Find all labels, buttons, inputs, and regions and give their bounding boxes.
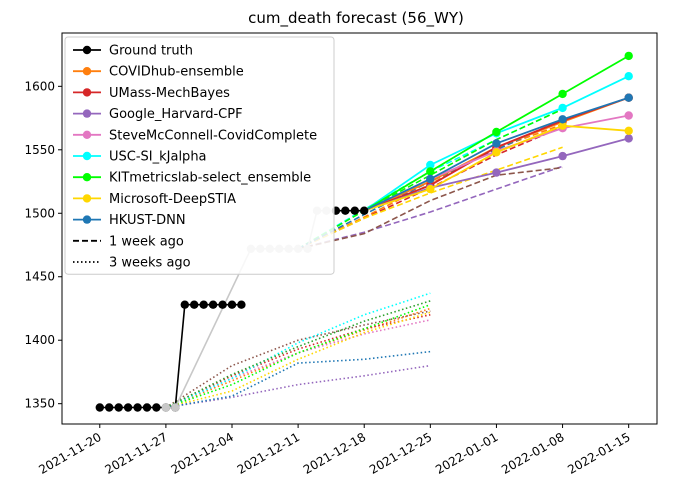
legend-marker: [82, 88, 92, 97]
one-week-ago-line: [297, 146, 563, 250]
legend-label: Google_Harvard-CPF: [109, 107, 243, 122]
three-weeks-ago-line: [165, 311, 431, 409]
ground-truth-point: [133, 403, 142, 412]
legend-marker: [82, 151, 92, 161]
legend-box: [64, 36, 335, 275]
legend-label: UMass-MechBayes: [109, 86, 230, 101]
y-tick-label: 1500: [24, 206, 55, 220]
forecast-point: [558, 151, 567, 161]
forecast-point: [492, 168, 501, 177]
ground-truth-point: [114, 403, 123, 412]
ground-truth-point: [208, 300, 218, 309]
three-weeks-ago-line: [165, 350, 431, 409]
three-weeks-ago-line: [165, 300, 431, 409]
ground-truth-point: [105, 403, 114, 412]
forecast-point: [624, 126, 633, 135]
three-weeks-ago-line: [165, 292, 431, 409]
plot-area: [61, 32, 658, 425]
three-weeks-ago-line: [165, 303, 431, 409]
forecast-point: [426, 174, 435, 184]
ground-truth-point: [152, 403, 161, 412]
one-week-ago-line: [297, 166, 563, 250]
one-week-ago-line: [297, 165, 563, 250]
legend-label: Ground truth: [109, 44, 193, 59]
forecast-point: [492, 148, 501, 157]
legend-label: 1 week ago: [109, 234, 184, 249]
y-tick-label: 1400: [24, 333, 55, 347]
chart-title: cum_death forecast (56_WY): [248, 9, 464, 28]
forecast-point: [492, 127, 501, 137]
ground-truth-point: [190, 300, 199, 309]
forecast-point: [426, 184, 435, 194]
ground-truth-point: [341, 206, 350, 215]
legend-label: COVIDhub-ensemble: [109, 65, 244, 80]
legend-label: 3 weeks ago: [109, 256, 191, 271]
legend-marker: [82, 194, 92, 203]
forecast-point: [426, 167, 435, 176]
ground-truth-point: [360, 206, 369, 215]
ground-truth-point: [237, 300, 246, 309]
y-tick-label: 1350: [24, 397, 55, 411]
legend-marker: [82, 173, 92, 182]
y-axis: 1350 1400 1450 1500 1550 1600: [24, 79, 62, 411]
ground-truth-gray-point: [161, 403, 171, 412]
ground-truth-point: [180, 300, 189, 309]
ground-truth-point: [95, 403, 105, 412]
ground-truth-point: [218, 300, 227, 309]
y-tick-label: 1550: [24, 143, 55, 157]
legend-marker: [82, 130, 92, 139]
forecast-point: [492, 139, 501, 148]
legend: Ground truth COVIDhub-ensemble UMass-MechB…: [64, 36, 335, 275]
y-tick-label: 1600: [24, 79, 55, 93]
forecast-point: [558, 89, 567, 99]
legend-label: KITmetricslab-select_ensemble: [109, 171, 311, 186]
forecast-point: [426, 160, 435, 170]
ground-truth-point: [123, 403, 133, 412]
legend-label: HKUST-DNN: [109, 213, 186, 228]
forecast-point: [624, 134, 633, 143]
three-weeks-ago-line: [165, 310, 431, 409]
legend-marker: [82, 45, 92, 55]
three-weeks-ago-line: [165, 307, 431, 409]
forecast-point: [624, 72, 633, 81]
legend-marker: [82, 67, 92, 76]
forecast-point: [624, 93, 633, 102]
ground-truth-gray-point: [171, 403, 180, 412]
forecast-point: [624, 111, 633, 120]
ground-truth-point: [199, 300, 208, 309]
legend-label: SteveMcConnell-CovidComplete: [109, 128, 317, 143]
ground-truth-point: [142, 403, 152, 412]
one-week-ago-line: [297, 108, 563, 250]
forecast-point: [558, 121, 567, 130]
forecast-point: [558, 103, 567, 113]
legend-marker: [82, 215, 92, 224]
plot-frame: [61, 32, 658, 425]
y-tick-label: 1450: [24, 270, 55, 284]
ground-truth-point: [350, 206, 359, 215]
ground-truth-point: [227, 300, 237, 309]
forecast-point: [558, 115, 567, 124]
legend-label: USC-SI_kJalpha: [109, 150, 207, 165]
forecast-point: [624, 51, 633, 61]
legend-label: Microsoft-DeepSTIA: [109, 192, 236, 207]
legend-marker: [82, 109, 92, 118]
